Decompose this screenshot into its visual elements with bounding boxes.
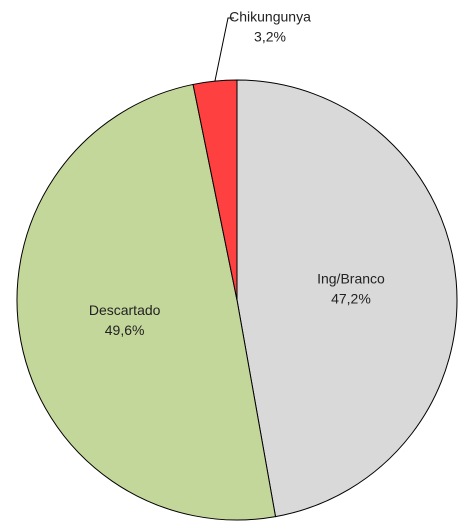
pie-slice [236,79,458,518]
slice-label: Ing/Branco [317,271,385,287]
leader-line [214,17,234,82]
slice-label: Descartado [89,302,161,318]
slice-label: Chikungunya [229,9,311,25]
slice-value: 49,6% [105,322,145,338]
pie-slice [16,83,277,521]
slice-value: 47,2% [331,291,371,307]
slice-value: 3,2% [254,29,286,45]
